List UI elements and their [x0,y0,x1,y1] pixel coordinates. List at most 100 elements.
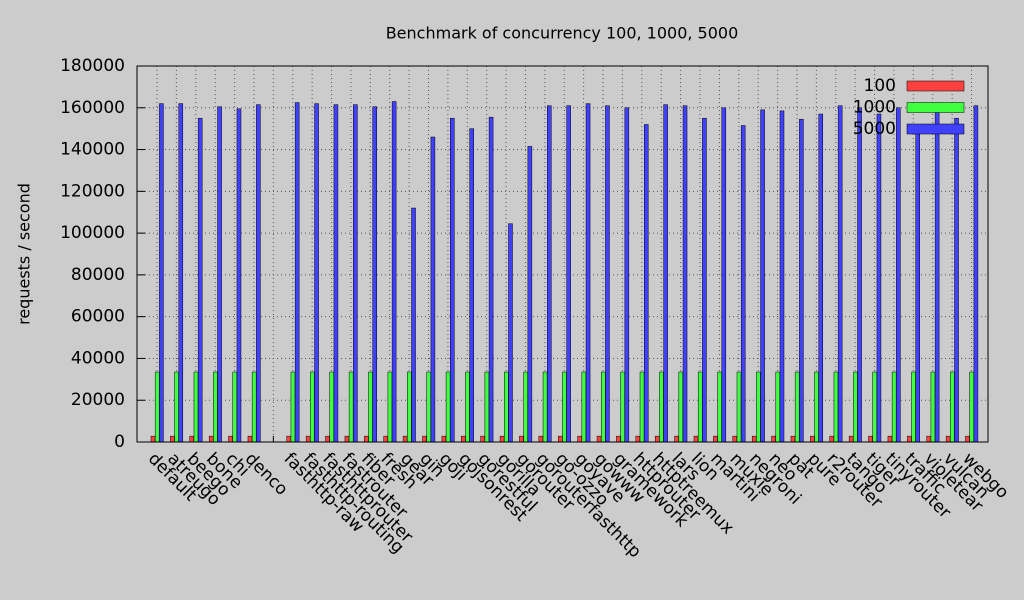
bar [170,435,175,443]
bar [907,435,912,443]
bar [256,104,261,443]
bar [504,371,509,443]
bar [751,435,757,443]
bar [488,116,494,443]
bar [558,435,563,443]
legend-label: 1000 [853,98,896,118]
bar [857,107,862,443]
bar [523,371,528,443]
bar [779,110,785,443]
bar [314,103,319,443]
bar [945,435,951,443]
bar [232,371,238,443]
plot-frame [136,65,989,443]
bar [383,435,388,443]
bar [547,105,552,443]
bar [208,435,214,443]
bar [465,371,470,443]
bar [450,117,455,443]
bar [469,128,474,443]
bar [577,435,582,443]
bar [325,435,330,443]
bar [756,371,761,443]
bar [189,435,195,443]
bar [965,435,970,443]
bar [353,104,358,443]
bar [445,371,451,443]
x-tick-label: denco [241,449,292,500]
bar [887,435,893,443]
bar [600,371,606,443]
bar [872,371,877,443]
bar [411,207,416,443]
bar [286,435,292,443]
bar [596,435,602,443]
bar [663,104,668,443]
bar [616,435,621,443]
bar [430,136,436,443]
bar [837,105,843,443]
bar [818,113,824,443]
bar [814,371,819,443]
bar [682,105,688,443]
bar [868,435,873,443]
bar [659,371,664,443]
bar [402,435,408,443]
bar [643,124,649,443]
bar [833,371,839,443]
bar [364,435,369,443]
bar [973,105,979,443]
bar [876,113,882,443]
y-tick-label: 60000 [71,307,125,327]
bar [441,435,447,443]
legend-swatch [906,123,965,135]
bar [372,106,377,443]
bar [538,435,544,443]
bar [426,371,431,443]
bar [422,435,427,443]
bar [930,371,936,443]
bar [348,371,354,443]
bar [829,435,835,443]
bar [697,371,703,443]
bar [654,435,660,443]
bar [333,104,339,443]
y-tick-label: 40000 [71,348,125,368]
chart-title: Benchmark of concurrency 100, 1000, 5000 [386,24,739,43]
bar [508,223,513,443]
bar [290,371,296,443]
bar [605,105,610,443]
bar [740,125,746,443]
bar [635,435,641,443]
bar [674,435,679,443]
bar [639,371,645,443]
bar [717,371,722,443]
bar [527,146,533,443]
bar [693,435,699,443]
bar [407,371,412,443]
bar [178,103,184,443]
bar [480,435,485,443]
bar [213,371,218,443]
bar [542,371,548,443]
bar [387,371,393,443]
bar [217,106,222,443]
bar [678,371,684,443]
bar [305,435,311,443]
y-tick-label: 160000 [60,98,125,118]
bar [228,435,233,443]
bar [794,371,800,443]
bar [926,435,931,443]
y-tick-label: 120000 [60,181,125,201]
bar [150,435,156,443]
bar [624,107,630,443]
bar [247,435,253,443]
bar [461,435,466,443]
bar [159,103,164,443]
bar [915,124,920,443]
bar [969,371,974,443]
bar [310,371,315,443]
y-tick-label: 80000 [71,265,125,285]
bar [911,371,916,443]
